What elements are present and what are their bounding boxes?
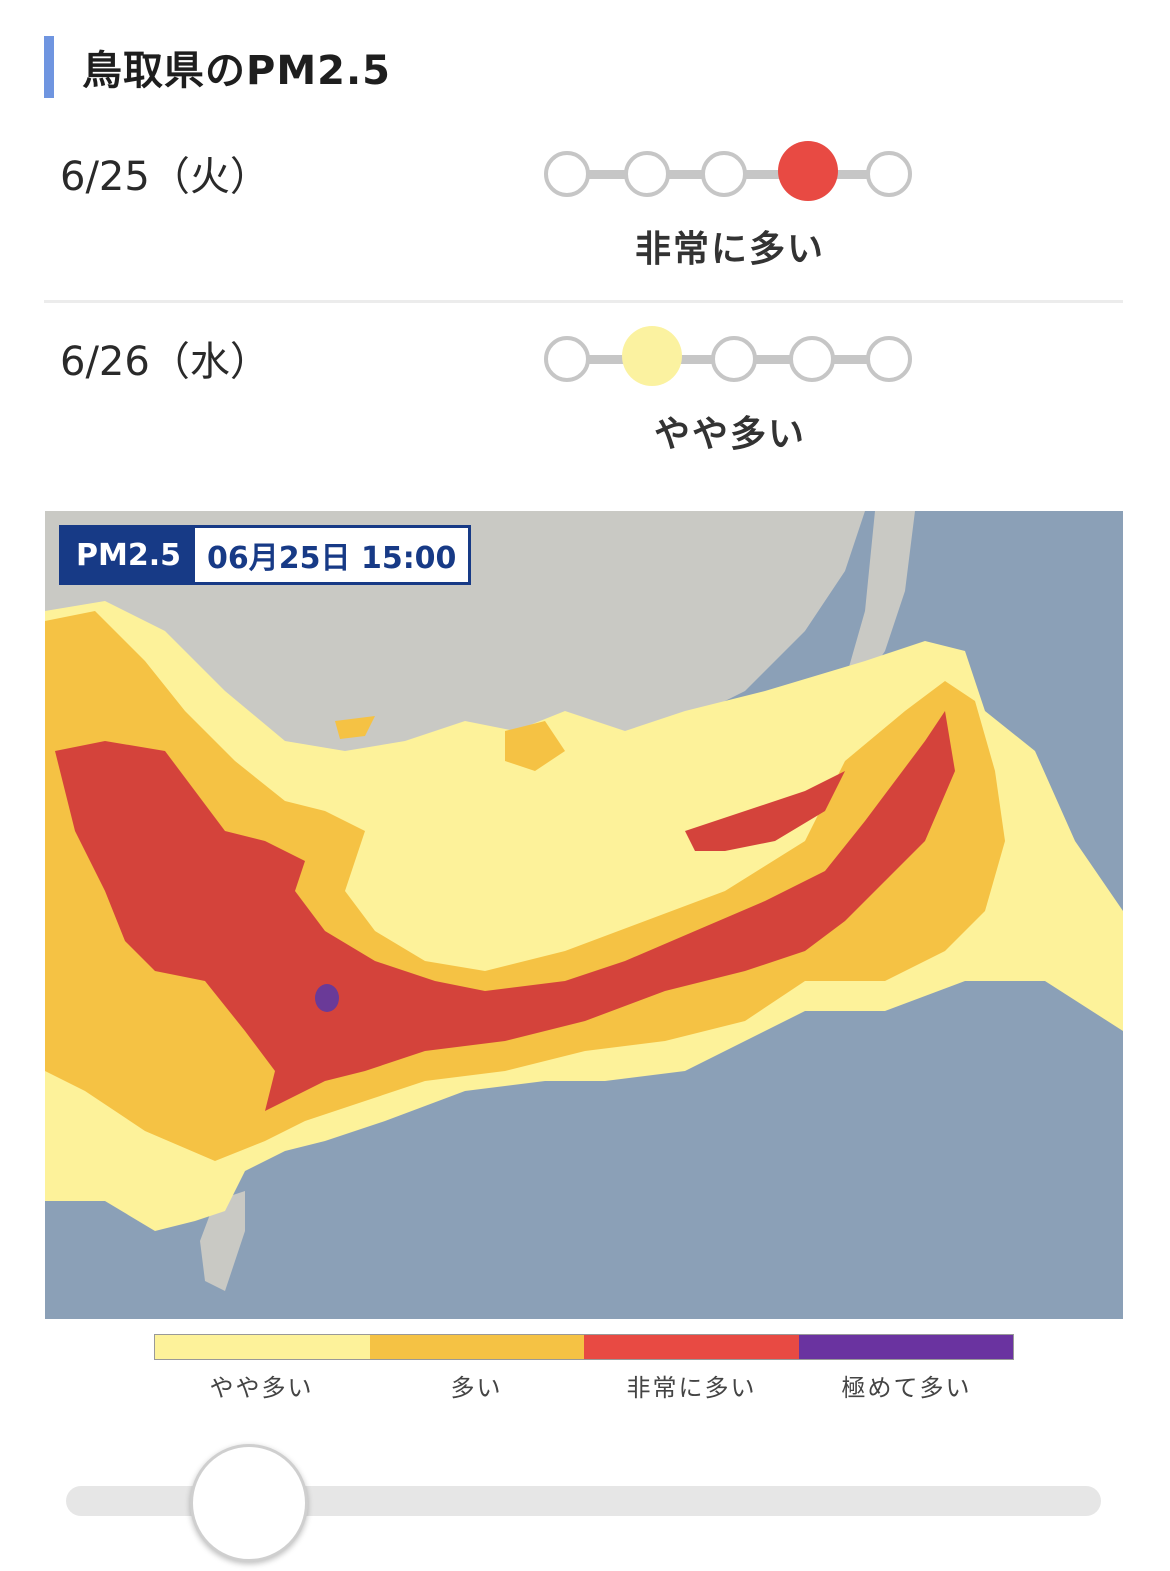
pollution-high xyxy=(685,771,845,851)
forecast-date: 6/25（火） xyxy=(60,154,270,200)
level-dot-5 xyxy=(866,151,912,197)
legend-color-bar xyxy=(154,1334,1014,1360)
legend-label: やや多い xyxy=(209,1374,314,1402)
badge-timestamp: 06月25日 15:00 xyxy=(207,541,457,576)
legend-swatch-medium xyxy=(369,1335,584,1359)
pollution-extreme xyxy=(315,984,339,1012)
legend-label: 極めて多い xyxy=(841,1374,972,1402)
legend-swatch-light xyxy=(155,1335,370,1359)
page-title: 鳥取県のPM2.5 xyxy=(82,48,391,94)
pollution-high xyxy=(55,711,955,1111)
level-dot-active xyxy=(622,326,682,386)
level-indicator xyxy=(544,326,916,389)
level-dot-5 xyxy=(866,336,912,382)
level-dot-1 xyxy=(544,151,590,197)
level-dot-1 xyxy=(544,336,590,382)
section-title: 鳥取県のPM2.5 xyxy=(44,36,391,98)
legend-labels: やや多い 多い 非常に多い 極めて多い xyxy=(154,1368,1014,1403)
legend-label: 非常に多い xyxy=(626,1374,757,1402)
title-accent-bar xyxy=(44,36,54,98)
level-dot-2 xyxy=(624,151,670,197)
land-taiwan xyxy=(200,1191,245,1291)
map-badge: PM2.5 06月25日 15:00 xyxy=(59,525,472,585)
forecast-row-day2: 6/26（水） やや多い xyxy=(44,305,1123,485)
land-continent xyxy=(45,511,865,1191)
pollution-medium xyxy=(335,716,375,739)
map-graphic xyxy=(45,511,1123,1319)
level-dot-3 xyxy=(711,336,757,382)
level-dot-active xyxy=(778,141,838,201)
pollution-medium xyxy=(505,721,565,771)
forecast-date: 6/26（水） xyxy=(60,339,270,385)
level-indicator xyxy=(544,141,916,204)
level-dot-3 xyxy=(701,151,747,197)
map-legend: やや多い 多い 非常に多い 極めて多い xyxy=(154,1334,1014,1403)
legend-label: 多い xyxy=(450,1374,503,1402)
level-dot-4 xyxy=(789,336,835,382)
pm25-map[interactable]: PM2.5 06月25日 15:00 xyxy=(45,511,1123,1319)
legend-swatch-high xyxy=(584,1335,799,1359)
level-label: 非常に多い xyxy=(634,229,825,270)
legend-swatch-extreme xyxy=(798,1335,1013,1359)
forecast-row-day1: 6/25（火） 非常に多い xyxy=(44,120,1123,303)
level-label: やや多い xyxy=(653,414,806,455)
time-slider-thumb[interactable] xyxy=(190,1444,308,1562)
badge-pollutant: PM2.5 xyxy=(62,528,195,582)
